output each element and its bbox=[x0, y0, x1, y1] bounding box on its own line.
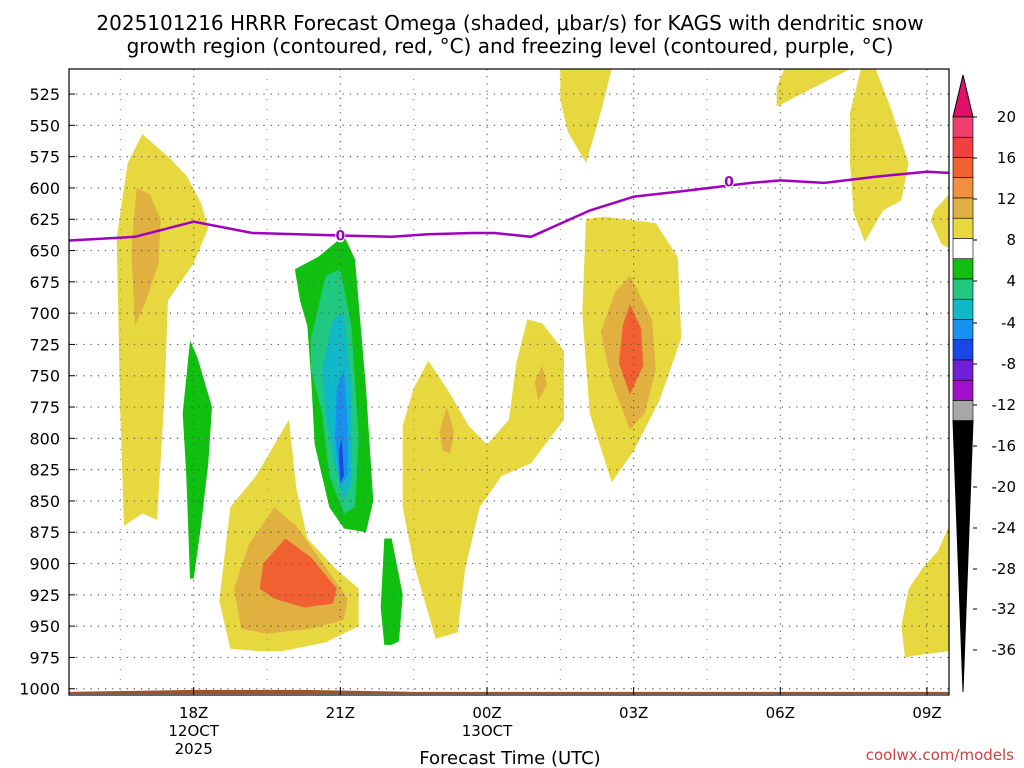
colorbar-label: -12 bbox=[992, 396, 1017, 414]
x-tick-label: 18Z bbox=[179, 704, 208, 722]
colorbar-segment bbox=[952, 136, 974, 158]
colorbar-segment bbox=[952, 359, 974, 381]
plot-area: 00 bbox=[68, 68, 950, 696]
colorbar-label: -28 bbox=[992, 560, 1017, 578]
omega-shading bbox=[116, 69, 949, 658]
freezing-label: 0 bbox=[335, 229, 345, 245]
colorbar-label: -4 bbox=[1001, 314, 1016, 332]
colorbar-segment bbox=[952, 319, 974, 341]
colorbar-label: -8 bbox=[1001, 355, 1016, 373]
colorbar-segment bbox=[952, 116, 974, 138]
colorbar-label: 8 bbox=[1006, 231, 1016, 249]
colorbar-segment bbox=[952, 217, 974, 239]
omega-region-12 bbox=[776, 69, 850, 107]
x-axis-title: Forecast Time (UTC) bbox=[419, 748, 600, 768]
y-tick-label: 600 bbox=[29, 179, 60, 198]
plot-background bbox=[69, 69, 949, 695]
x-tick-label: 2025 bbox=[175, 740, 213, 758]
freezing-label-bg bbox=[724, 174, 734, 189]
colorbar-segment bbox=[952, 298, 974, 320]
colorbar-label: -16 bbox=[992, 437, 1017, 455]
colorbar-label: 16 bbox=[997, 149, 1016, 167]
omega-region-20 bbox=[335, 369, 348, 486]
freezing-label-bg bbox=[335, 228, 346, 243]
colorbar-label: 4 bbox=[1006, 272, 1016, 290]
x-tick-label: 09Z bbox=[912, 704, 941, 722]
y-tick-label: 800 bbox=[29, 429, 60, 448]
colorbar-segment bbox=[952, 238, 974, 260]
omega-region-10 bbox=[619, 304, 644, 395]
colorbar-segment bbox=[952, 339, 974, 361]
credit-text: coolwx.com/models bbox=[866, 746, 1014, 764]
colorbar-top-arrow bbox=[952, 74, 974, 118]
omega-region-16 bbox=[182, 340, 212, 579]
x-tick-label: 00Z bbox=[472, 704, 501, 722]
omega-region-22 bbox=[380, 538, 403, 645]
y-tick-label: 700 bbox=[29, 304, 60, 323]
x-tick-label: 03Z bbox=[619, 704, 648, 722]
y-tick-label: 950 bbox=[29, 617, 60, 636]
colorbar: 20 16 12 8 4 -4 -8 -12 -16 -20 -24 -28 -32 -36 bbox=[952, 74, 1017, 693]
y-tick-label: 775 bbox=[29, 398, 60, 417]
colorbar-segment bbox=[952, 278, 974, 300]
colorbar-segment bbox=[952, 379, 974, 401]
freezing-level-line bbox=[68, 170, 950, 242]
colorbar-segment bbox=[952, 400, 974, 422]
y-tick-label: 575 bbox=[29, 148, 60, 167]
y-tick-label: 875 bbox=[29, 523, 60, 542]
x-tick-label: 12OCT bbox=[168, 722, 219, 740]
colorbar-bottom-arrow bbox=[952, 420, 974, 693]
colorbar-segment bbox=[952, 177, 974, 199]
y-tick-label: 825 bbox=[29, 461, 60, 480]
colorbar-label: 20 bbox=[997, 108, 1016, 126]
y-tick-label: 1000 bbox=[19, 680, 60, 699]
plot-frame bbox=[68, 68, 950, 696]
omega-region-13 bbox=[850, 69, 909, 242]
omega-region-1 bbox=[131, 187, 161, 326]
omega-region-14 bbox=[930, 194, 949, 248]
y-tick-label: 625 bbox=[29, 210, 60, 229]
colorbar-label: -32 bbox=[992, 600, 1017, 618]
chart-title-line-1: 2025101216 HRRR Forecast Omega (shaded, … bbox=[96, 11, 923, 35]
x-tick-label: 21Z bbox=[326, 704, 355, 722]
y-tick-label: 925 bbox=[29, 586, 60, 605]
grid-lines bbox=[69, 69, 949, 695]
y-tick-label: 525 bbox=[29, 85, 60, 104]
freezing-level-labels: 00 bbox=[335, 174, 734, 245]
colorbar-segment bbox=[952, 258, 974, 280]
y-tick-label: 725 bbox=[29, 335, 60, 354]
y-axis: 525 550 575 600 625 650 675 700 725 750 775 800 825 8… bbox=[19, 85, 75, 699]
y-tick-label: 550 bbox=[29, 116, 60, 135]
omega-region-6 bbox=[439, 407, 454, 454]
terrain-strip bbox=[69, 689, 949, 694]
omega-region-5 bbox=[402, 319, 564, 639]
chart-title-line-2: growth region (contoured, red, °C) and f… bbox=[127, 34, 894, 58]
y-tick-label: 650 bbox=[29, 242, 60, 261]
colorbar-label: -20 bbox=[992, 478, 1017, 496]
x-tick-label: 06Z bbox=[766, 704, 795, 722]
omega-region-7 bbox=[534, 365, 548, 401]
y-tick-label: 975 bbox=[29, 648, 60, 667]
y-tick-label: 750 bbox=[29, 367, 60, 386]
y-tick-label: 850 bbox=[29, 492, 60, 511]
omega-region-21 bbox=[338, 438, 344, 483]
y-tick-label: 675 bbox=[29, 273, 60, 292]
colorbar-label: -24 bbox=[992, 519, 1017, 537]
omega-region-11 bbox=[560, 69, 612, 163]
x-tick-label: 13OCT bbox=[462, 722, 513, 740]
omega-region-15 bbox=[901, 526, 949, 658]
colorbar-label: 12 bbox=[997, 190, 1016, 208]
freezing-label: 0 bbox=[724, 175, 734, 191]
colorbar-segment bbox=[952, 197, 974, 219]
y-tick-label: 900 bbox=[29, 555, 60, 574]
omega-region-4 bbox=[259, 538, 337, 608]
colorbar-segment bbox=[952, 157, 974, 179]
colorbar-label: -36 bbox=[992, 641, 1017, 659]
